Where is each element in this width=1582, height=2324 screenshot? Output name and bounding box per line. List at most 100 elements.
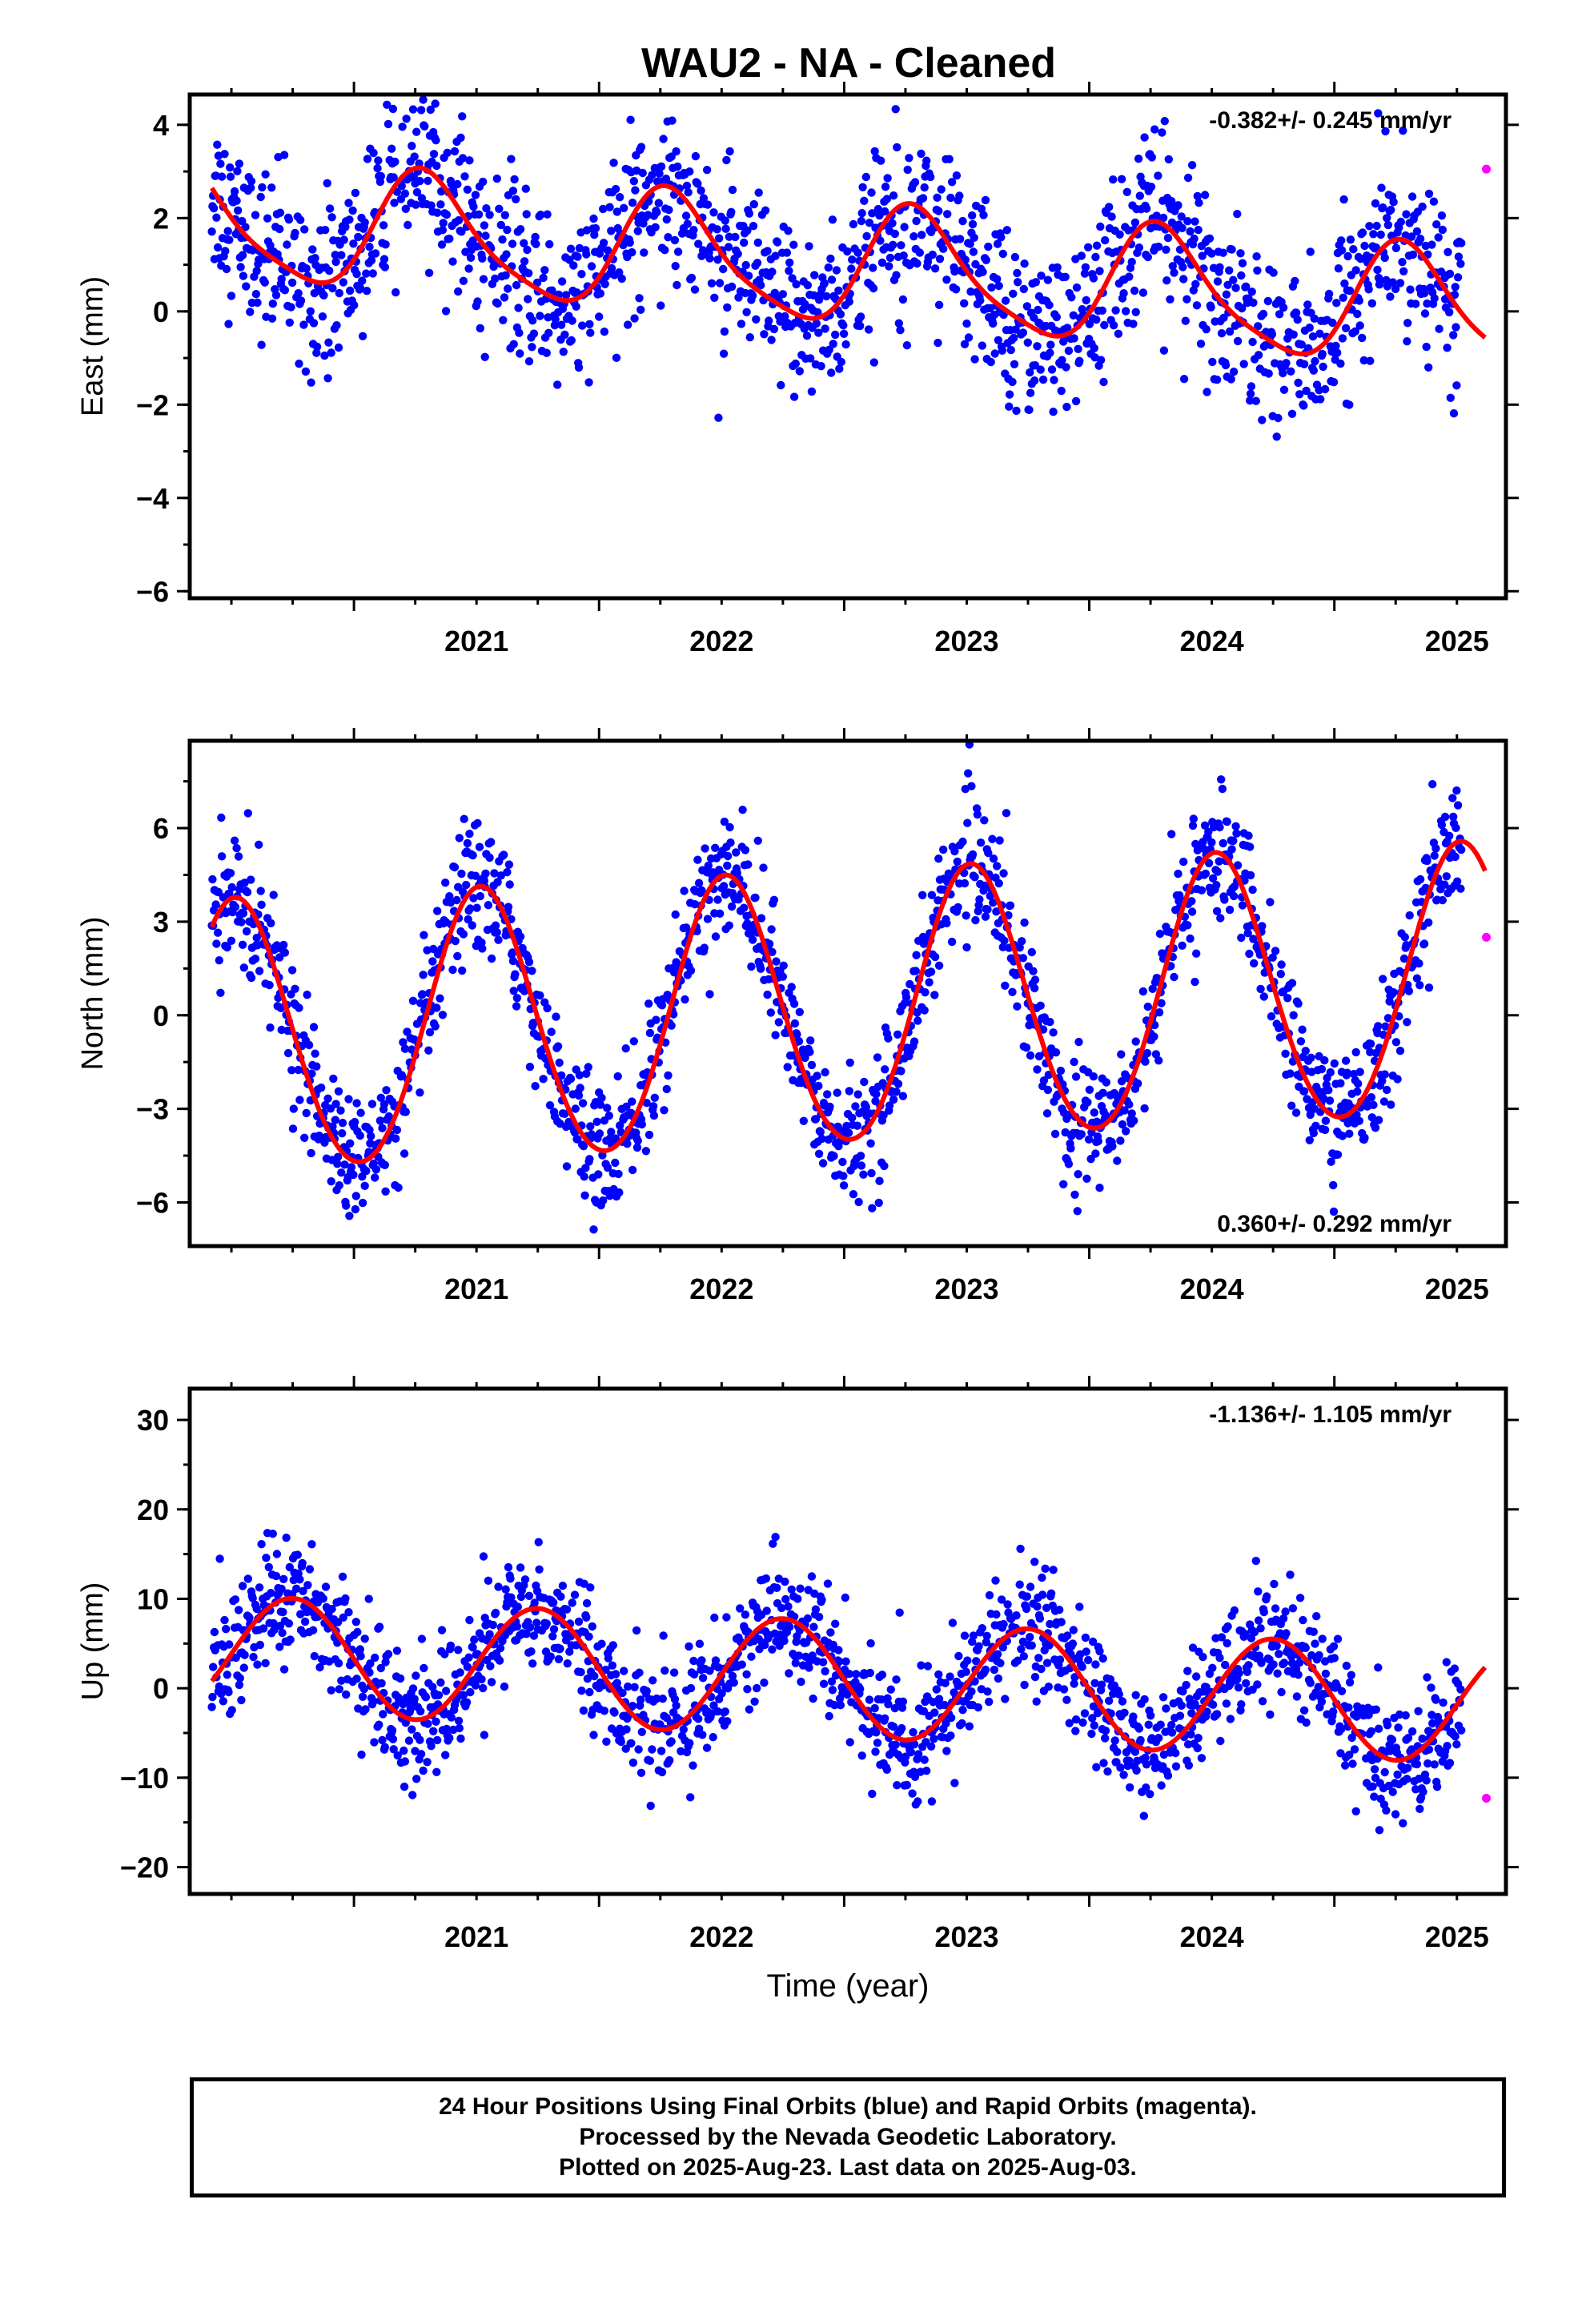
data-point (237, 918, 246, 927)
data-point (471, 191, 480, 199)
data-point (1113, 1747, 1122, 1756)
data-point (733, 249, 742, 259)
data-point (740, 238, 749, 247)
data-point (264, 1562, 273, 1572)
data-point (897, 1067, 905, 1076)
data-point (392, 1125, 402, 1135)
data-point (527, 1647, 536, 1656)
data-point (1398, 258, 1407, 267)
data-point (424, 268, 434, 277)
data-point (291, 228, 299, 238)
data-point (432, 1717, 440, 1726)
data-point (408, 142, 416, 151)
data-point (574, 1617, 584, 1626)
data-point (644, 999, 653, 1008)
data-point (1136, 1735, 1145, 1745)
data-point (1118, 1120, 1127, 1129)
data-point (1294, 999, 1303, 1008)
data-point (303, 1581, 312, 1590)
data-point (1411, 300, 1420, 308)
data-point (539, 273, 548, 283)
data-point (213, 140, 222, 149)
data-point (1429, 197, 1439, 206)
data-point (609, 159, 618, 167)
data-point (243, 1574, 252, 1583)
data-point (958, 216, 967, 226)
data-point (471, 871, 480, 880)
data-point (821, 1667, 829, 1676)
data-point (873, 204, 883, 214)
data-point (566, 244, 576, 253)
data-point (1183, 173, 1193, 183)
data-point (774, 1018, 783, 1027)
data-point (670, 235, 680, 245)
data-point (238, 940, 247, 950)
data-point (1022, 1043, 1031, 1052)
data-point (821, 1068, 829, 1077)
data-point (399, 1038, 408, 1047)
data-point (223, 1671, 231, 1679)
data-point (1339, 293, 1347, 302)
data-point (1449, 331, 1458, 340)
data-point (337, 1168, 346, 1177)
data-point (917, 149, 926, 159)
data-point (1287, 979, 1297, 987)
data-point (207, 227, 216, 236)
data-point (345, 1212, 354, 1220)
data-point (257, 1540, 266, 1549)
data-point (1174, 201, 1182, 210)
data-point (913, 1797, 922, 1806)
data-point (1395, 279, 1405, 287)
data-point (354, 232, 363, 242)
data-point (463, 185, 472, 194)
data-point (1239, 360, 1248, 368)
data-point (861, 172, 871, 182)
data-point (703, 200, 713, 209)
data-point (232, 843, 241, 853)
data-point (984, 242, 993, 251)
data-point (1371, 199, 1380, 208)
velocity-rate-label: 0.360+/- 0.292 mm/yr (1217, 1211, 1452, 1237)
data-point (715, 909, 725, 919)
data-point (1179, 857, 1188, 866)
data-point (355, 283, 364, 292)
data-point (828, 215, 837, 224)
data-point (1445, 269, 1455, 279)
data-point (1095, 1184, 1104, 1192)
data-point (934, 338, 942, 348)
data-point (1010, 333, 1018, 343)
data-point (895, 1608, 904, 1617)
data-point (1116, 1763, 1125, 1772)
data-point (671, 910, 680, 919)
data-point (930, 264, 940, 273)
data-point (1077, 251, 1086, 260)
data-point (360, 1634, 369, 1643)
data-point (662, 215, 671, 224)
data-point (1080, 1709, 1090, 1718)
data-point (1030, 376, 1039, 385)
data-point (1342, 1661, 1351, 1671)
data-point (608, 1661, 617, 1670)
data-point (724, 243, 733, 251)
data-point (928, 250, 938, 259)
data-point (1043, 1085, 1053, 1095)
data-point (751, 893, 760, 903)
data-point (1058, 356, 1066, 364)
data-point (1367, 299, 1377, 308)
data-point (905, 154, 913, 163)
data-point (412, 1775, 421, 1783)
data-point (1127, 257, 1136, 267)
data-point (375, 1116, 385, 1125)
data-point (400, 1149, 409, 1158)
data-point (604, 1654, 613, 1663)
data-point (1217, 775, 1226, 784)
data-point (235, 159, 244, 168)
data-point (816, 1128, 825, 1136)
data-point (1419, 939, 1429, 948)
data-point (428, 957, 437, 966)
data-point (617, 274, 626, 283)
data-point (909, 1037, 919, 1046)
data-point (861, 1103, 871, 1112)
data-point (371, 1173, 379, 1182)
final-orbit-points (207, 740, 1466, 1234)
